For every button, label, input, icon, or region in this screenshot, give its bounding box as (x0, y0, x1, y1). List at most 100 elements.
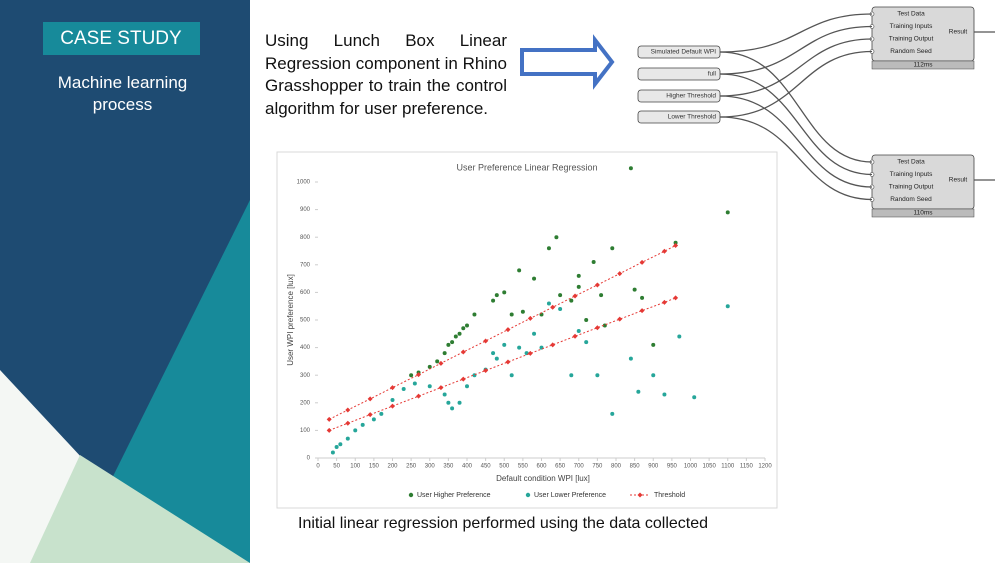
scatter-point (353, 428, 358, 433)
legend-marker (637, 492, 643, 498)
threshold-point (639, 308, 645, 314)
output: Result (949, 177, 968, 184)
threshold-point (367, 412, 373, 418)
timing-bar (871, 60, 975, 70)
input-label: Lower Threshold (668, 114, 717, 121)
input-label: Simulated Default WPI (651, 49, 717, 56)
threshold-point (673, 295, 679, 301)
threshold-point (572, 293, 578, 299)
port: Test Data (897, 11, 925, 18)
legend-marker (525, 492, 531, 498)
legend-label: User Higher Preference (417, 492, 491, 499)
wire (719, 38, 873, 97)
port: Training Output (889, 184, 934, 191)
scatter-point (546, 246, 551, 251)
scatter-point (628, 356, 633, 361)
legend-marker (408, 492, 414, 498)
x-tick-label: 700 (574, 464, 585, 470)
threshold-point (550, 304, 556, 310)
threshold-point (460, 349, 466, 355)
threshold-point (661, 248, 667, 254)
decor (70, 200, 250, 563)
scatter-point (610, 411, 615, 416)
scatter-point (532, 331, 537, 336)
x-tick-label: 850 (630, 464, 641, 470)
x-tick-label: 200 (387, 464, 398, 470)
scatter-point (494, 356, 499, 361)
output: Result (949, 29, 968, 36)
scatter-point (465, 323, 469, 328)
threshold-point (460, 376, 466, 382)
scatter-point (532, 276, 537, 281)
scatter-point (494, 293, 499, 298)
threshold-point (345, 407, 351, 413)
threshold-point (617, 271, 623, 277)
subtitle: Machine learning process (57, 73, 188, 114)
threshold-point (345, 420, 351, 426)
port: Training Output (889, 36, 934, 43)
scatter-point (338, 442, 343, 447)
scatter-point (390, 398, 395, 403)
scatter-point (461, 326, 466, 331)
x-tick-label: 500 (499, 464, 510, 470)
scatter-point (491, 298, 496, 303)
timing-bar (871, 208, 975, 218)
scatter-point (628, 166, 633, 171)
wire (719, 116, 873, 201)
wire (719, 50, 873, 118)
scatter-point (517, 345, 522, 350)
timing: 112ms (913, 62, 933, 69)
chart: 0 100 200 300 400 500 600 700 800 900 1000 0 50 100 15… (297, 166, 772, 499)
x-tick-label: 300 (425, 464, 436, 470)
scatter-point (591, 260, 596, 265)
scatter-point (584, 340, 589, 345)
scatter-point (427, 364, 432, 369)
scatter-point (446, 342, 451, 347)
scatter-point (457, 331, 462, 336)
y-tick-label: 0 (307, 456, 311, 462)
threshold-point (438, 385, 444, 391)
threshold-point (483, 368, 489, 374)
scatter-point (330, 450, 335, 455)
x-tick-label: 1150 (740, 464, 754, 470)
y-tick-label: 100 (300, 428, 311, 434)
scatter-point (509, 373, 514, 378)
timing: 110ms (913, 210, 933, 217)
tag-box (43, 22, 200, 55)
y-tick-label: 300 (300, 373, 311, 379)
threshold-point (673, 242, 679, 248)
threshold-point (438, 360, 444, 366)
threshold-point (416, 372, 422, 378)
wire (719, 95, 873, 188)
x-tick-label: 450 (481, 464, 492, 470)
wire (719, 73, 873, 176)
tag: CASE STUDY (60, 28, 182, 49)
port: Random Seed (890, 196, 932, 203)
threshold-point (367, 396, 373, 402)
x-tick-label: 800 (611, 464, 622, 470)
y-tick-label: 1000 (297, 180, 311, 186)
input-label: Higher Threshold (666, 93, 716, 100)
scatter-point (379, 411, 384, 416)
scatter-point (569, 373, 574, 378)
port: Test Data (897, 159, 925, 166)
arrow (520, 34, 615, 90)
chart-frame (276, 151, 778, 509)
scatter-point (442, 392, 447, 397)
threshold-point (326, 427, 332, 433)
x-tick-label: 250 (406, 464, 417, 470)
scatter-point (360, 422, 365, 427)
scatter-point (502, 342, 507, 347)
scatter-point (450, 406, 455, 411)
chart-title: User Preference Linear Regression (456, 162, 597, 172)
legend-label: Threshold (654, 492, 685, 499)
scatter-point (502, 290, 507, 295)
scatter-point (632, 287, 637, 292)
scatter-point (599, 293, 604, 298)
x-tick-label: 1000 (684, 464, 698, 470)
scatter-point (401, 387, 406, 391)
threshold-point (483, 338, 489, 344)
scatter-point (558, 306, 563, 311)
wire (719, 51, 873, 163)
